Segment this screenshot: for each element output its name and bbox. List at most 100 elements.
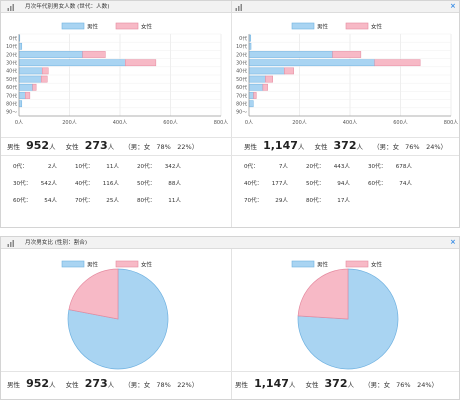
age-count-cell: 30代： 542人 bbox=[13, 179, 57, 187]
unit: 人 bbox=[288, 381, 296, 389]
age-panel-title: 月次年代別男女人数 (世代：人数) bbox=[25, 4, 110, 10]
age-label: 40代： bbox=[244, 181, 263, 187]
female-label: 女性 bbox=[65, 143, 79, 151]
bar-male bbox=[18, 67, 43, 75]
ratio-panel-title: 月次男女比 (性別：割合) bbox=[25, 240, 88, 246]
divider bbox=[1, 155, 459, 156]
x-tick-label: 200人 bbox=[292, 120, 307, 126]
age-value: 94人 bbox=[337, 181, 350, 187]
legend-male-swatch bbox=[61, 22, 85, 30]
close-icon[interactable]: × bbox=[450, 2, 456, 10]
age-panel-header: 月次年代別男女人数 (世代：人数) bbox=[1, 1, 459, 13]
legend-female-swatch bbox=[115, 22, 139, 30]
unit: 人 bbox=[107, 143, 115, 151]
unit: 人 bbox=[356, 143, 364, 151]
legend-female-label: 女性 bbox=[141, 22, 153, 30]
age-value: 177人 bbox=[271, 181, 288, 187]
age-count-cell: 80代： 11人 bbox=[137, 196, 181, 204]
bar-female bbox=[265, 75, 273, 83]
y-tick-label: 40代 bbox=[6, 68, 17, 75]
age-label: 0代： bbox=[13, 164, 28, 170]
age-count-cell: 0代： 7人 bbox=[244, 162, 288, 170]
age-panel: 月次年代別男女人数 (世代：人数) × 男性 女性 0人 200人 400人 600人 80… bbox=[0, 0, 460, 228]
legend-male-swatch bbox=[61, 260, 85, 268]
y-tick-label: 10代 bbox=[236, 43, 247, 50]
age-label: 60代： bbox=[13, 198, 32, 204]
bar-male bbox=[248, 51, 333, 58]
bar-female bbox=[262, 83, 268, 91]
legend-female-label: 女性 bbox=[371, 260, 383, 268]
age-value: 7人 bbox=[278, 164, 288, 170]
female-label: 女性 bbox=[314, 143, 328, 151]
y-tick-label: 0代 bbox=[239, 35, 247, 42]
age-label: 0代： bbox=[244, 164, 259, 170]
ratio-text: （男：女 bbox=[124, 143, 151, 151]
ratio-summary-left: 男性 952人 女性 273人 （男：女 78% 22%） bbox=[7, 377, 198, 390]
divider bbox=[1, 371, 459, 372]
unit: 人 bbox=[49, 381, 56, 389]
y-tick-label: 80代 bbox=[236, 101, 247, 108]
age-label: 40代： bbox=[75, 181, 94, 187]
x-tick-label: 800人 bbox=[214, 120, 229, 126]
unit: 人 bbox=[107, 381, 115, 389]
pie-slice-female bbox=[297, 268, 349, 320]
unit: 人 bbox=[297, 143, 305, 151]
close-icon[interactable]: × bbox=[450, 238, 456, 246]
bar-female bbox=[41, 67, 49, 75]
age-value: 54人 bbox=[44, 198, 57, 204]
legend-female-swatch bbox=[115, 260, 139, 268]
age-count-cell: 0代： 2人 bbox=[13, 162, 57, 170]
age-label: 50代： bbox=[137, 181, 156, 187]
y-tick-label: 20代 bbox=[6, 51, 17, 58]
age-count-cell: 70代： 25人 bbox=[75, 196, 119, 204]
legend-male-label: 男性 bbox=[87, 260, 99, 268]
bar-male bbox=[18, 83, 33, 91]
age-value: 342人 bbox=[164, 164, 181, 170]
bar-male bbox=[18, 100, 23, 108]
legend-male-label: 男性 bbox=[317, 22, 329, 30]
female-label: 女性 bbox=[65, 381, 79, 389]
gender-pie-chart-right: 男性 女性 bbox=[291, 260, 399, 370]
column-divider bbox=[231, 249, 232, 399]
y-tick-label: 50代 bbox=[236, 76, 247, 83]
age-label: 70代： bbox=[75, 198, 94, 204]
age-count-cell: 20代： 342人 bbox=[137, 162, 181, 170]
x-tick-label: 600人 bbox=[393, 120, 408, 126]
male-count: 952 bbox=[26, 377, 50, 390]
age-label: 70代： bbox=[244, 198, 263, 204]
age-count-cell: 60代： 54人 bbox=[13, 196, 57, 204]
female-count: 273 bbox=[84, 377, 108, 390]
bar-female bbox=[125, 59, 157, 67]
age-label: 50代： bbox=[306, 181, 325, 187]
male-count: 1,147 bbox=[263, 139, 298, 152]
age-label: 20代： bbox=[137, 164, 156, 170]
legend-male-swatch bbox=[291, 260, 315, 268]
bar-male bbox=[248, 92, 254, 99]
bar-female bbox=[32, 83, 37, 91]
y-tick-label: 90〜 bbox=[6, 110, 17, 116]
bar-male bbox=[18, 92, 26, 99]
age-count-cell: 50代： 94人 bbox=[306, 179, 350, 187]
age-value: 2人 bbox=[47, 164, 57, 170]
age-value: 74人 bbox=[399, 181, 412, 187]
y-tick-label: 70代 bbox=[236, 92, 247, 99]
age-label: 30代： bbox=[13, 181, 32, 187]
bar-female bbox=[82, 51, 106, 58]
bar-male bbox=[248, 67, 285, 75]
ratio-values: 78% 22%） bbox=[156, 381, 199, 389]
ratio-text: （男：女 bbox=[373, 143, 400, 151]
x-tick-label: 0人 bbox=[15, 120, 23, 126]
bar-male bbox=[248, 59, 375, 67]
ratio-panel-header: 月次男女比 (性別：割合) bbox=[1, 237, 459, 249]
legend-female-label: 女性 bbox=[141, 260, 153, 268]
age-count-cell: 40代： 116人 bbox=[75, 179, 119, 187]
y-tick-label: 20代 bbox=[236, 51, 247, 58]
x-tick-label: 200人 bbox=[62, 120, 77, 126]
female-count: 372 bbox=[333, 139, 357, 152]
bar-male bbox=[248, 100, 254, 108]
bar-male bbox=[18, 42, 23, 50]
summary-right: 男性 1,147人 女性 372人 （男：女 76% 24%） bbox=[244, 139, 447, 152]
age-value: 25人 bbox=[106, 198, 119, 204]
